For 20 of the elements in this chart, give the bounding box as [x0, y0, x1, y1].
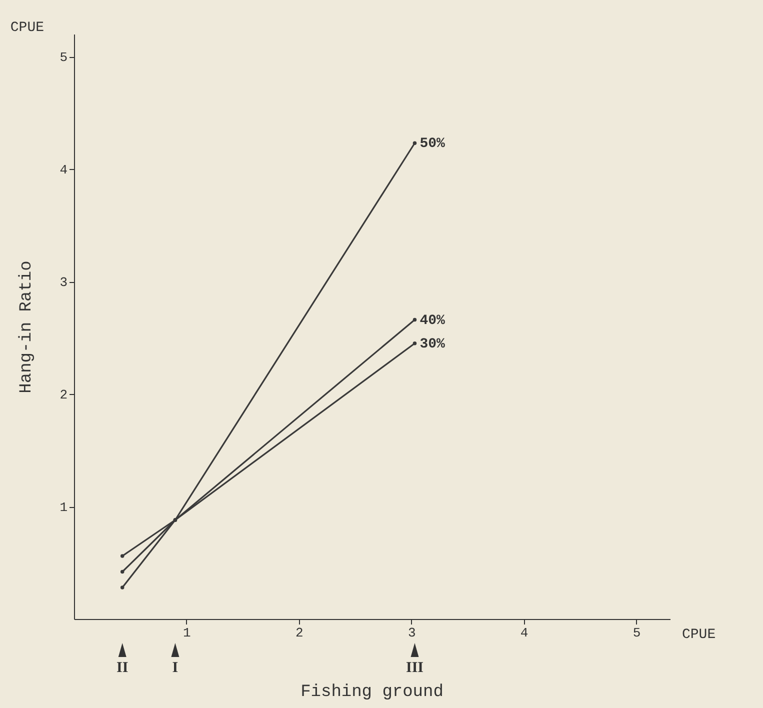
y-tick-label: 3	[60, 275, 68, 290]
text: CPUE	[682, 627, 716, 643]
x-tick-label: 5	[632, 626, 641, 640]
series-label: 50%	[420, 136, 446, 152]
text: CPUE	[10, 20, 44, 36]
x-axis-title: Fishing ground	[300, 683, 444, 702]
y-tick-label: 2	[60, 388, 68, 402]
text: II	[116, 660, 128, 676]
text: III	[406, 660, 424, 676]
x-tick-label: 4	[520, 626, 528, 640]
series-label: 30%	[420, 336, 446, 352]
text: I	[172, 660, 178, 676]
y-tick-label: 1	[60, 500, 68, 515]
y-tick-label: 5	[60, 50, 68, 65]
x-tick-label: 2	[296, 626, 304, 640]
series-label: 40%	[420, 312, 446, 329]
x-tick-label: 1	[183, 626, 192, 640]
y-axis-title: Hang-in Ratio	[18, 260, 37, 394]
y-tick-label: 4	[60, 162, 68, 178]
x-tick-label: 3	[408, 626, 416, 640]
